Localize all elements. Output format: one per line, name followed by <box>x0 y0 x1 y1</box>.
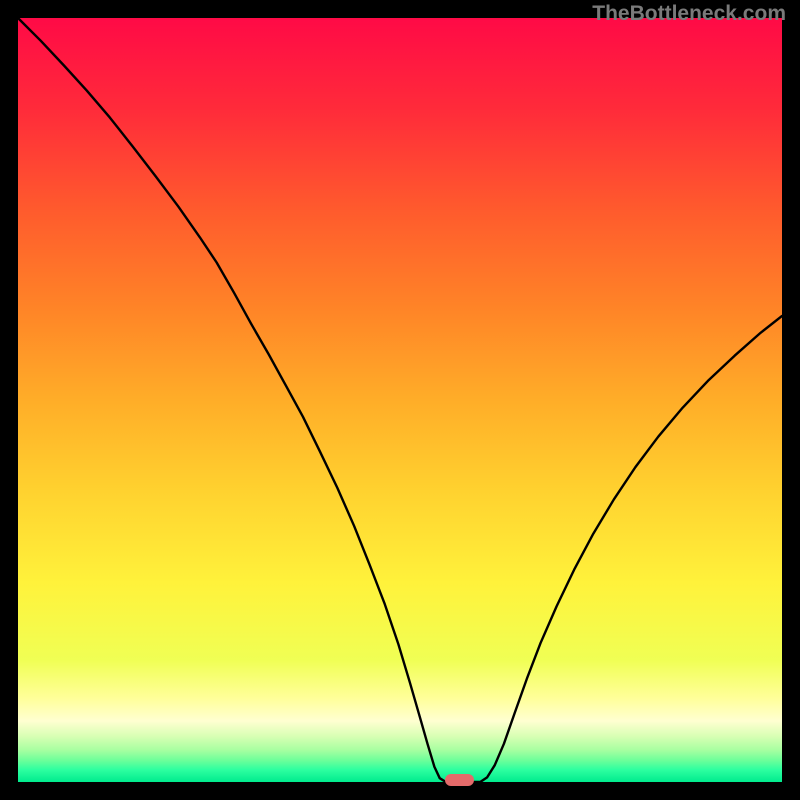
optimum-marker <box>445 774 474 786</box>
bottleneck-chart <box>18 18 782 782</box>
watermark-text: TheBottleneck.com <box>592 2 786 26</box>
gradient-background <box>18 18 782 782</box>
chart-canvas: TheBottleneck.com <box>0 0 800 800</box>
